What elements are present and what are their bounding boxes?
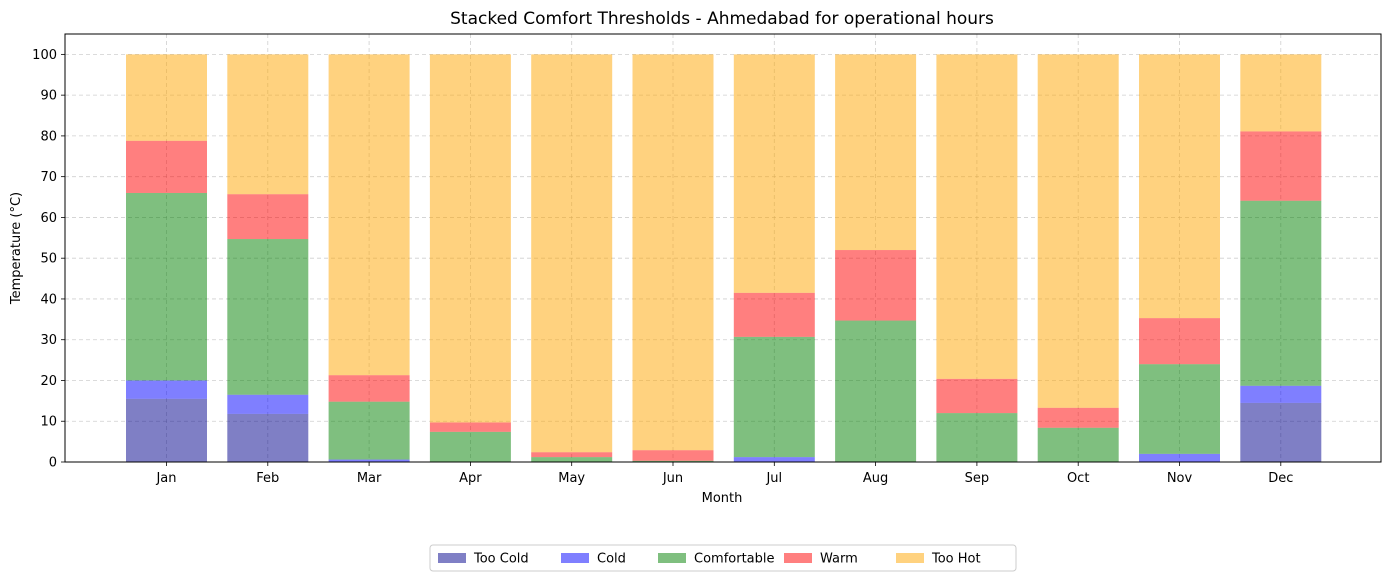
bar-segment-warm-apr bbox=[429, 422, 511, 432]
y-tick-label: 80 bbox=[40, 129, 57, 144]
y-tick-label: 50 bbox=[40, 252, 57, 267]
bar-segment-cold-mar bbox=[328, 459, 410, 462]
bar-segment-too-hot-feb bbox=[227, 54, 309, 195]
bar-segment-cold-jan bbox=[126, 380, 207, 399]
bar-segment-cold-dec bbox=[1240, 385, 1322, 403]
y-tick-label: 70 bbox=[40, 170, 57, 185]
legend-label-comfortable: Comfortable bbox=[694, 552, 775, 567]
bar-segment-comfortable-jan bbox=[126, 192, 207, 381]
y-tick-label: 40 bbox=[40, 292, 57, 307]
bar-segment-too-hot-nov bbox=[1139, 54, 1220, 319]
bar-segment-warm-may bbox=[531, 452, 613, 458]
bar-segment-comfortable-dec bbox=[1240, 200, 1322, 386]
y-tick-label: 30 bbox=[40, 333, 57, 348]
bar-segment-too-hot-jul bbox=[733, 54, 815, 293]
y-tick-label: 100 bbox=[32, 48, 57, 63]
bar-segment-too-cold-jan bbox=[126, 398, 207, 462]
x-tick-label: Apr bbox=[459, 471, 482, 486]
bar-segment-warm-jun bbox=[632, 450, 714, 461]
x-tick-label: Nov bbox=[1167, 471, 1193, 486]
bar-segment-warm-nov bbox=[1139, 318, 1220, 365]
bar-segment-warm-mar bbox=[328, 375, 410, 402]
plot-frame bbox=[64, 33, 1382, 463]
bar-segment-cold-jul bbox=[733, 457, 815, 462]
bar-segment-comfortable-oct bbox=[1037, 427, 1119, 462]
y-tick-label: 90 bbox=[40, 89, 57, 104]
bar-segment-warm-sep bbox=[936, 378, 1018, 414]
bar-segment-comfortable-apr bbox=[429, 431, 511, 462]
bar-segment-too-hot-may bbox=[531, 54, 613, 453]
bar-segment-too-hot-dec bbox=[1240, 54, 1322, 132]
bar-segment-too-hot-jun bbox=[632, 54, 714, 451]
bar-segment-too-hot-mar bbox=[328, 54, 410, 376]
y-axis-label: Temperature (°C) bbox=[9, 192, 24, 305]
bar-segment-warm-jan bbox=[126, 140, 207, 193]
bar-segment-too-cold-dec bbox=[1240, 402, 1322, 462]
legend-swatch-warm bbox=[784, 553, 812, 563]
axes-layer bbox=[64, 33, 1382, 463]
x-tick-label: May bbox=[558, 471, 585, 486]
x-tick-label: Jan bbox=[155, 471, 176, 486]
x-tick-label: Dec bbox=[1268, 471, 1293, 486]
legend-label-cold: Cold bbox=[597, 552, 626, 567]
x-tick-label: Feb bbox=[256, 471, 279, 486]
bar-segment-too-hot-sep bbox=[936, 54, 1018, 379]
bar-segment-comfortable-aug bbox=[835, 320, 917, 462]
bar-segment-comfortable-mar bbox=[328, 401, 410, 460]
y-tick-label: 0 bbox=[49, 456, 57, 471]
bar-segment-comfortable-sep bbox=[936, 413, 1018, 462]
x-tick-label: Oct bbox=[1067, 471, 1089, 486]
bar-segment-too-hot-jan bbox=[126, 54, 207, 141]
y-tick-label: 60 bbox=[40, 211, 57, 226]
x-tick-label: Mar bbox=[357, 471, 382, 486]
bar-segment-comfortable-may bbox=[531, 457, 613, 462]
x-tick-label: Aug bbox=[863, 471, 888, 486]
bar-segment-comfortable-feb bbox=[227, 239, 309, 395]
legend-box bbox=[429, 544, 1017, 572]
bar-segment-too-hot-apr bbox=[429, 54, 511, 423]
legend-swatch-comfortable bbox=[658, 553, 686, 563]
bar-segment-comfortable-jul bbox=[733, 336, 815, 458]
bar-segment-warm-feb bbox=[227, 194, 309, 240]
legend-swatch-cold bbox=[561, 553, 589, 563]
chart-title: Stacked Comfort Thresholds - Ahmedabad f… bbox=[450, 9, 994, 29]
bar-segment-warm-aug bbox=[835, 250, 917, 321]
legend-swatch-too-hot bbox=[896, 553, 924, 563]
y-tick-label: 20 bbox=[40, 374, 57, 389]
bar-segment-too-cold-feb bbox=[227, 413, 309, 462]
bar-segment-comfortable-nov bbox=[1139, 364, 1220, 454]
legend: Too Cold Cold Comfortable Warm Too Hot bbox=[429, 544, 1017, 572]
ticks-layer: 0 10 20 30 40 50 60 70 80 90 100 Jan Feb Mar Apr May Jun… bbox=[32, 48, 1293, 486]
bar-segment-cold-nov bbox=[1139, 453, 1220, 462]
bar-segment-too-hot-oct bbox=[1037, 54, 1119, 408]
legend-label-too-cold: Too Cold bbox=[473, 552, 529, 567]
legend-label-too-hot: Too Hot bbox=[931, 552, 981, 567]
x-tick-label: Jul bbox=[765, 471, 782, 486]
legend-label-warm: Warm bbox=[820, 552, 858, 567]
bar-segment-too-hot-aug bbox=[835, 54, 917, 251]
x-axis-label: Month bbox=[702, 491, 743, 506]
bar-segment-cold-feb bbox=[227, 394, 309, 414]
y-tick-label: 10 bbox=[40, 415, 57, 430]
bar-segment-warm-jul bbox=[733, 292, 815, 337]
bars-layer bbox=[126, 54, 1322, 462]
bar-segment-warm-dec bbox=[1240, 131, 1322, 201]
legend-swatch-too-cold bbox=[438, 553, 466, 563]
x-tick-label: Sep bbox=[965, 471, 990, 486]
bar-segment-warm-oct bbox=[1037, 407, 1119, 428]
bar-segment-comfortable-jun bbox=[632, 460, 714, 462]
x-tick-label: Jun bbox=[662, 471, 683, 486]
